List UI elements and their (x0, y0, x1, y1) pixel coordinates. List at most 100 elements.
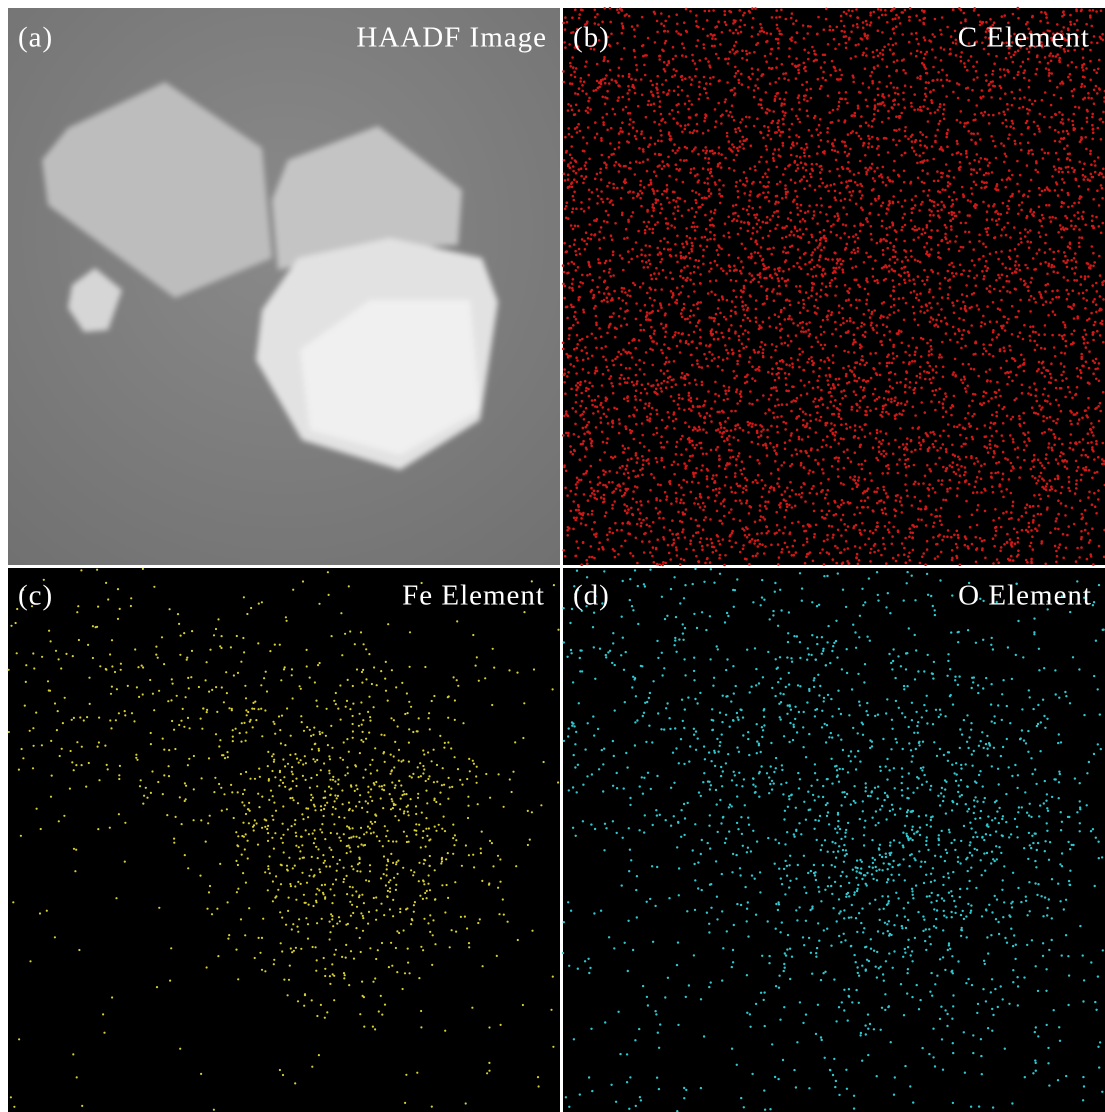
dot (1048, 68, 1051, 71)
dot (976, 304, 979, 307)
dot (1094, 164, 1097, 167)
dot (681, 54, 684, 57)
dot (1060, 228, 1063, 231)
dot (684, 124, 687, 127)
dot (872, 329, 875, 332)
dot (688, 76, 691, 79)
dot (641, 422, 644, 425)
dot (585, 559, 588, 562)
dot (712, 9, 715, 12)
dot (567, 174, 570, 177)
dot (705, 57, 708, 60)
dot (883, 46, 886, 49)
dot (636, 380, 639, 383)
dot (809, 25, 812, 28)
dot (713, 320, 716, 323)
dot (1072, 304, 1075, 307)
dot (976, 476, 979, 479)
dot (702, 255, 705, 258)
dot (729, 269, 732, 272)
dot (997, 471, 1000, 474)
dot (745, 177, 748, 180)
dot (690, 400, 693, 403)
dot (908, 535, 911, 538)
c-map (563, 8, 1105, 565)
dot (840, 482, 843, 485)
dot (579, 80, 582, 83)
dot (712, 474, 715, 477)
dot (648, 540, 651, 543)
dot (1067, 153, 1070, 156)
dot (1032, 214, 1035, 217)
dot (871, 71, 874, 74)
dot (704, 157, 707, 160)
dot (989, 426, 992, 429)
dot (991, 414, 994, 417)
dot (682, 277, 685, 280)
dot (1028, 79, 1031, 82)
dot (602, 121, 605, 124)
dot (778, 270, 781, 273)
dot (799, 210, 802, 213)
dot (791, 362, 794, 365)
dot (967, 199, 970, 202)
dot (1082, 174, 1085, 177)
dot (1016, 456, 1019, 459)
dot (1093, 102, 1096, 105)
dot (1060, 167, 1063, 170)
dot (705, 228, 708, 231)
dot (1084, 136, 1087, 139)
dot (706, 239, 709, 242)
dot (655, 201, 658, 204)
dot (1087, 397, 1090, 400)
dot (1005, 488, 1008, 491)
dot (597, 395, 600, 398)
dot (766, 176, 769, 179)
dot (753, 214, 756, 217)
dot (1043, 116, 1046, 119)
dot (895, 560, 898, 563)
dot (627, 191, 630, 194)
dot (898, 412, 901, 415)
dot (603, 7, 606, 10)
dot (717, 165, 720, 168)
dot (723, 399, 726, 402)
dot (836, 212, 839, 215)
dot (687, 209, 690, 212)
dot (913, 483, 916, 486)
dot (1023, 324, 1026, 327)
dot (1041, 190, 1044, 193)
dot (657, 483, 660, 486)
dot (791, 506, 794, 509)
dot (806, 32, 809, 35)
dot (939, 191, 942, 194)
dot (953, 534, 956, 537)
dot (929, 90, 932, 93)
dot (772, 120, 775, 123)
dot (754, 369, 757, 372)
dot (653, 272, 656, 275)
dot (675, 492, 678, 495)
dot (1061, 178, 1064, 181)
dot (758, 324, 761, 327)
dot (1070, 343, 1073, 346)
dot (635, 241, 638, 244)
dot (930, 345, 933, 348)
dot (676, 299, 679, 302)
dot (573, 191, 576, 194)
dot (779, 134, 782, 137)
dot (1048, 204, 1051, 207)
dot (734, 75, 737, 78)
dot (764, 505, 767, 508)
dot (888, 265, 891, 268)
dot (805, 169, 808, 172)
dot (969, 241, 972, 244)
dot (1030, 208, 1033, 211)
dot (882, 181, 885, 184)
dot (825, 213, 828, 216)
dot (956, 487, 959, 490)
dot (1002, 202, 1005, 205)
dot (995, 411, 998, 414)
dot (1009, 249, 1012, 252)
dot (573, 71, 576, 74)
